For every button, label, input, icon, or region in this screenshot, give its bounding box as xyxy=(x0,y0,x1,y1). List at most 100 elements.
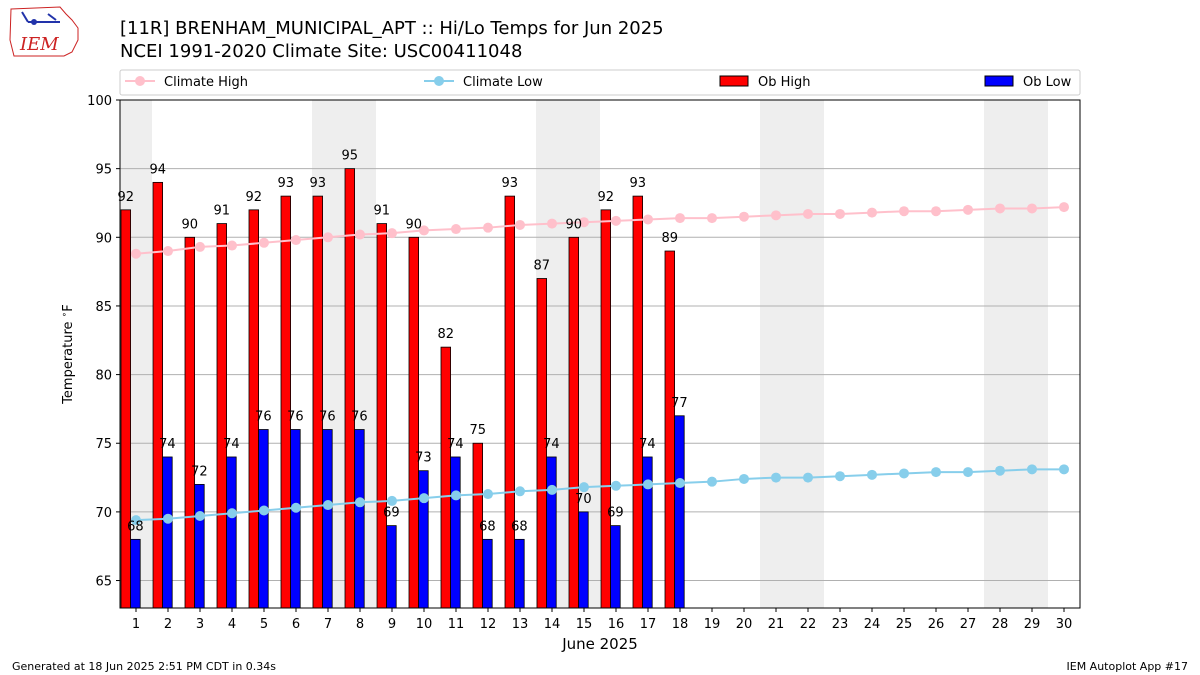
ob-high-bar xyxy=(120,209,132,609)
ob-low-bar xyxy=(546,456,557,609)
climate-low-point xyxy=(355,497,365,508)
ob-high-bar xyxy=(184,236,196,609)
climate-low-point xyxy=(835,471,845,482)
legend-ob-low: Ob Low xyxy=(984,75,1072,90)
x-tick-label: 7 xyxy=(324,617,332,632)
climate-high-point xyxy=(163,246,173,257)
legend: Climate High Climate Low Ob High Ob Low xyxy=(119,69,1081,96)
climate-high-line xyxy=(135,206,1065,255)
legend-label-ob-low: Ob Low xyxy=(1023,75,1072,90)
climate-high-point xyxy=(963,204,973,215)
x-tick-label: 5 xyxy=(260,617,268,632)
x-tick-label: 11 xyxy=(448,617,465,632)
x-tick-label: 25 xyxy=(896,617,913,632)
x-tick-label: 1 xyxy=(132,617,140,632)
ob-low-label: 73 xyxy=(415,451,432,466)
y-axis-title: Temperature ∘F xyxy=(60,304,76,405)
data-labels: 92 94 90 91 92 93 93 95 91 90 82 75 93 87 90 92 93 89 68 74… xyxy=(118,149,688,535)
ob-high-label: 92 xyxy=(118,190,135,205)
x-tick-label: 16 xyxy=(608,617,625,632)
ob-high-bar xyxy=(504,195,516,609)
climate-high-point xyxy=(131,248,141,259)
climate-lines xyxy=(131,202,1069,526)
x-tick-label: 14 xyxy=(544,617,561,632)
climate-low-point xyxy=(163,513,173,524)
ob-low-bar xyxy=(290,429,301,609)
ob-low-label: 76 xyxy=(351,410,368,425)
legend-label-climate-low: Climate Low xyxy=(463,75,543,90)
x-tick-label: 13 xyxy=(512,617,529,632)
bars xyxy=(120,168,685,609)
ob-high-bar xyxy=(440,346,452,609)
climate-high-point xyxy=(835,208,845,219)
iem-logo: IEM xyxy=(9,6,79,57)
ob-low-bar xyxy=(610,525,621,609)
climate-low-point xyxy=(707,476,717,487)
climate-low-point xyxy=(931,467,941,478)
x-tick-label: 27 xyxy=(960,617,977,632)
ob-high-label: 91 xyxy=(214,204,231,219)
x-tick-label: 23 xyxy=(832,617,849,632)
climate-low-point xyxy=(323,500,333,511)
climate-high-point xyxy=(1059,202,1069,213)
x-tick-label: 26 xyxy=(928,617,945,632)
ob-low-bar xyxy=(386,525,397,609)
ob-low-label: 74 xyxy=(447,437,464,452)
legend-label-ob-high: Ob High xyxy=(758,75,811,90)
climate-low-point xyxy=(547,484,557,495)
ob-high-bar xyxy=(312,195,324,609)
ob-low-bar xyxy=(578,511,589,609)
climate-high-point xyxy=(387,228,397,239)
y-tick-label: 85 xyxy=(95,300,112,315)
ob-high-bar xyxy=(376,223,388,609)
x-tick-label: 24 xyxy=(864,617,881,632)
ob-low-bar xyxy=(322,429,333,609)
ob-low-label: 77 xyxy=(671,396,688,411)
climate-low-point xyxy=(963,467,973,478)
x-tick-label: 18 xyxy=(672,617,689,632)
climate-high-point xyxy=(483,222,493,233)
climate-high-point xyxy=(451,224,461,235)
y-tick-label: 90 xyxy=(95,231,112,246)
ob-low-label: 70 xyxy=(575,492,592,507)
ob-low-label: 76 xyxy=(255,410,272,425)
x-tick-label: 19 xyxy=(704,617,721,632)
legend-ob-high: Ob High xyxy=(719,75,811,90)
climate-high-point xyxy=(579,217,589,228)
climate-low-point xyxy=(483,489,493,500)
ob-high-bar xyxy=(632,195,644,609)
ob-low-bar xyxy=(514,538,525,609)
ob-high-label: 93 xyxy=(630,176,647,191)
ob-low-bar xyxy=(258,429,269,609)
x-tick-label: 17 xyxy=(640,617,657,632)
climate-low-point xyxy=(291,502,301,513)
ob-low-bar xyxy=(226,456,237,609)
climate-high-point xyxy=(419,225,429,236)
ob-high-label: 90 xyxy=(182,217,199,232)
climate-high-point xyxy=(931,206,941,217)
climate-low-point xyxy=(1027,464,1037,475)
x-tick-label: 20 xyxy=(736,617,753,632)
climate-low-point xyxy=(899,468,909,479)
ob-high-bar xyxy=(664,250,676,609)
climate-low-point xyxy=(643,479,653,490)
climate-high-point xyxy=(995,203,1005,214)
ob-low-label: 68 xyxy=(127,519,144,534)
ob-low-label: 76 xyxy=(287,410,304,425)
weekend-band xyxy=(760,100,792,608)
chart-title: [11R] BRENHAM_MUNICIPAL_APT :: Hi/Lo Tem… xyxy=(120,18,664,39)
y-tick-label: 80 xyxy=(95,369,112,384)
climate-high-point xyxy=(771,210,781,221)
x-tick-label: 22 xyxy=(800,617,817,632)
x-axis-title: June 2025 xyxy=(561,635,638,653)
climate-low-point xyxy=(611,480,621,491)
plot-frame xyxy=(119,99,1081,609)
climate-high-point xyxy=(291,235,301,246)
climate-low-point xyxy=(259,505,269,516)
ob-high-label: 93 xyxy=(310,176,327,191)
climate-low-point xyxy=(451,490,461,501)
climate-low-point xyxy=(771,472,781,483)
ob-high-label: 89 xyxy=(662,231,679,246)
ob-high-label: 82 xyxy=(438,327,455,342)
